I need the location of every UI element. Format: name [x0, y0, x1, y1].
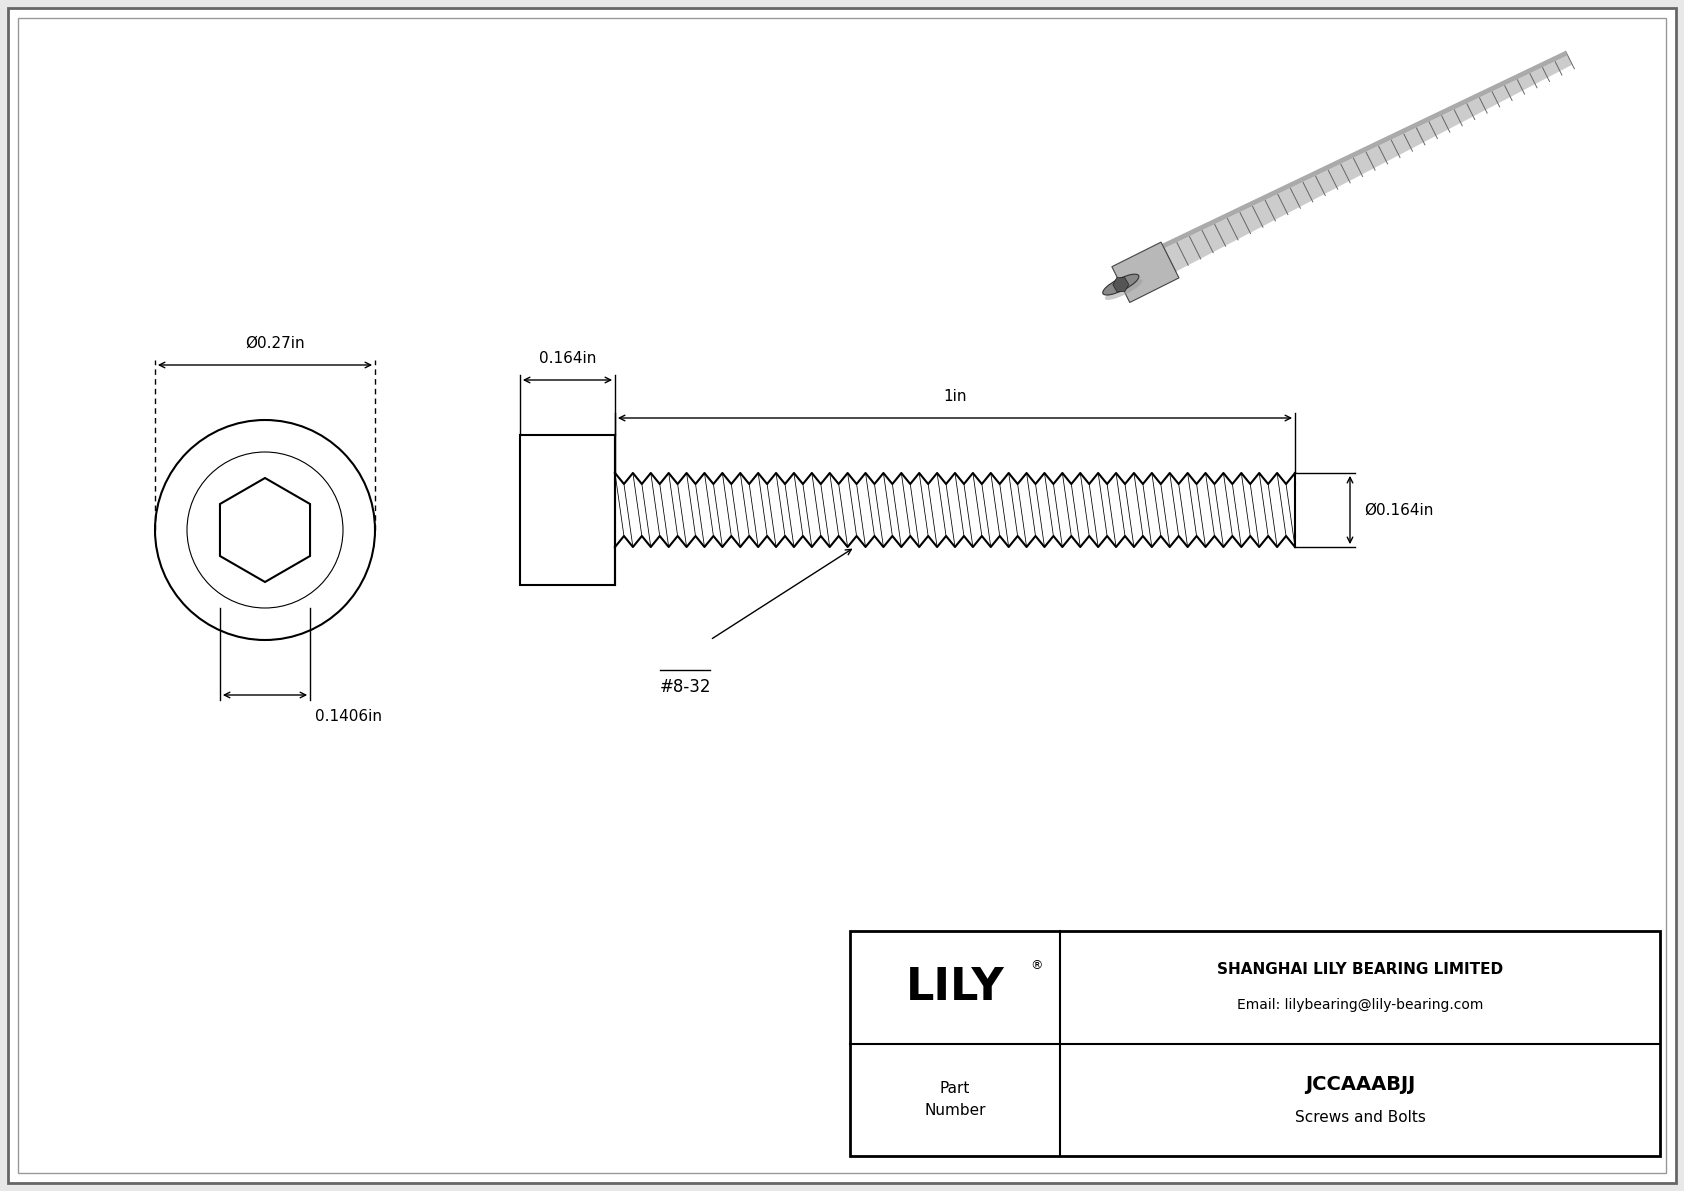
- Polygon shape: [1113, 278, 1128, 292]
- Polygon shape: [1164, 55, 1573, 272]
- Polygon shape: [1162, 51, 1568, 249]
- Text: Screws and Bolts: Screws and Bolts: [1295, 1110, 1425, 1125]
- Text: 0.1406in: 0.1406in: [315, 709, 382, 724]
- Text: 0.164in: 0.164in: [539, 351, 596, 366]
- Text: 1in: 1in: [943, 389, 967, 404]
- Text: ®: ®: [1031, 959, 1044, 972]
- Text: Ø0.164in: Ø0.164in: [1364, 503, 1433, 518]
- Text: LILY: LILY: [906, 966, 1004, 1009]
- Ellipse shape: [1105, 279, 1143, 300]
- Bar: [520, 435, 615, 585]
- Text: Ø0.27in: Ø0.27in: [246, 336, 305, 351]
- Bar: [850, 931, 1660, 1156]
- Text: Email: lilybearing@lily-bearing.com: Email: lilybearing@lily-bearing.com: [1236, 998, 1484, 1012]
- Ellipse shape: [1103, 274, 1138, 295]
- Polygon shape: [1111, 242, 1179, 303]
- Text: JCCAAABJJ: JCCAAABJJ: [1305, 1075, 1415, 1095]
- Text: #8-32: #8-32: [660, 678, 712, 696]
- Text: Part
Number: Part Number: [925, 1081, 985, 1118]
- Text: SHANGHAI LILY BEARING LIMITED: SHANGHAI LILY BEARING LIMITED: [1218, 962, 1504, 977]
